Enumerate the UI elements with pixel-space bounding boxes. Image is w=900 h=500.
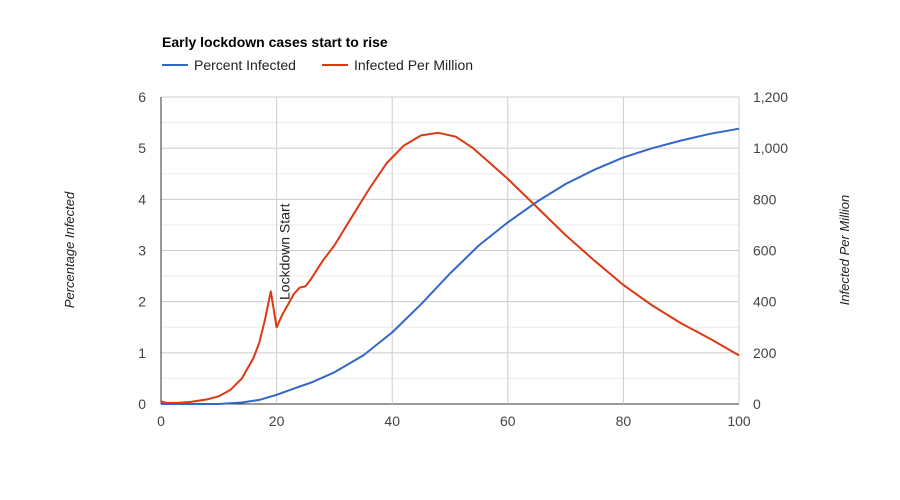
x-tick-label: 40 xyxy=(384,413,400,429)
right-y-tick-label: 1,000 xyxy=(753,140,788,156)
right-y-axis-title: Infected Per Million xyxy=(837,195,852,306)
x-tick-label: 0 xyxy=(157,413,165,429)
series-lines xyxy=(160,127,740,405)
series-line-infected-per-million xyxy=(160,131,740,404)
left-y-tick-label: 6 xyxy=(138,89,146,105)
chart-title: Early lockdown cases start to rise xyxy=(162,34,388,50)
left-y-tick-label: 5 xyxy=(138,140,146,156)
x-tick-label: 60 xyxy=(500,413,516,429)
right-y-tick-label: 0 xyxy=(753,396,761,412)
left-y-axis-title: Percentage Infected xyxy=(62,191,77,308)
x-tick-label: 20 xyxy=(269,413,285,429)
left-y-tick-label: 2 xyxy=(138,294,146,310)
left-y-axis-ticks: 0 1 2 3 4 5 6 xyxy=(138,89,146,412)
legend-label-infected-per-million: Infected Per Million xyxy=(354,57,473,73)
right-y-axis-ticks: 0 200 400 600 800 1,000 1,200 xyxy=(753,89,788,412)
lockdown-start-annotation: Lockdown Start xyxy=(277,203,293,300)
legend-label-percent-infected: Percent Infected xyxy=(194,57,296,73)
right-y-tick-label: 1,200 xyxy=(753,89,788,105)
left-y-tick-label: 0 xyxy=(138,396,146,412)
left-y-tick-label: 4 xyxy=(138,191,146,207)
right-y-tick-label: 400 xyxy=(753,294,777,310)
x-tick-label: 100 xyxy=(727,413,751,429)
left-y-tick-label: 3 xyxy=(138,243,146,259)
legend: Percent Infected Infected Per Million xyxy=(162,57,473,73)
series-line-percent-infected xyxy=(161,127,740,405)
x-tick-label: 80 xyxy=(616,413,632,429)
right-y-tick-label: 800 xyxy=(753,191,777,207)
left-y-tick-label: 1 xyxy=(138,345,146,361)
x-axis-ticks: 0 20 40 60 80 100 xyxy=(157,413,751,429)
right-y-tick-label: 600 xyxy=(753,243,777,259)
gridlines xyxy=(160,96,740,405)
right-y-tick-label: 200 xyxy=(753,345,777,361)
